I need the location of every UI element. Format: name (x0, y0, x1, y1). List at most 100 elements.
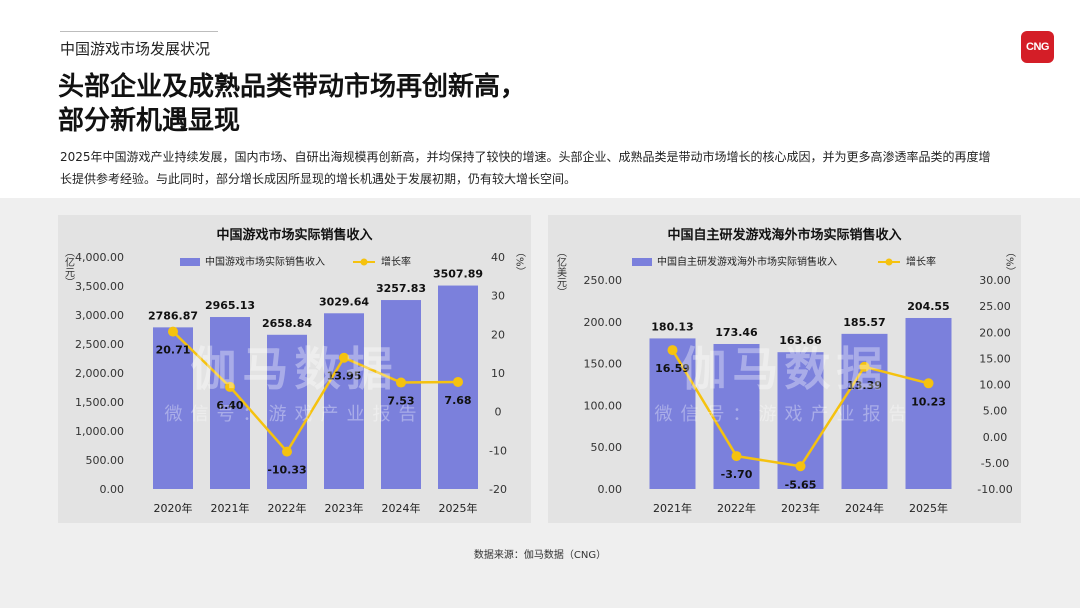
bar-value-label: 2786.87 (148, 309, 198, 322)
watermark-sub: 微信号：游戏产业报告 (655, 404, 915, 425)
x-tick-label: 2024年 (845, 501, 884, 515)
intro-paragraph: 2025年中国游戏产业持续发展，国内市场、自研出海规模再创新高，并均保持了较快的… (60, 146, 1035, 190)
intro-line-2: 长提供参考经验。与此同时，部分增长成因所显现的增长机遇处于发展初期，仍有较大增长… (60, 172, 577, 186)
growth-rate-point (453, 376, 463, 387)
bar-value-label: 3029.64 (319, 295, 369, 308)
bar-value-label: 180.13 (651, 320, 693, 333)
bar-value-label: 2658.84 (262, 317, 312, 330)
growth-rate-point (225, 381, 235, 392)
watermark-sub: 微信号：游戏产业报告 (165, 404, 425, 425)
bar-2021年 (649, 338, 696, 489)
data-source-note: 数据来源：伽马数据（CNG） (473, 550, 607, 561)
bar-value-label: 2965.13 (205, 299, 255, 312)
headline-line-2: 部分新机遇显现 (58, 106, 241, 136)
y2-tick-label: 40 (491, 251, 505, 264)
y-tick-label: 150.00 (584, 358, 623, 371)
growth-rate-point (731, 451, 742, 462)
x-tick-label: 2025年 (909, 501, 948, 515)
growth-rate-label: -5.65 (785, 478, 817, 491)
legend-swatch-bar (180, 258, 200, 266)
bar-value-label: 3257.83 (376, 282, 426, 295)
y2-tick-label: -5.00 (981, 457, 1009, 470)
chart-legend: 中国游戏市场实际销售收入 增长率 (180, 255, 411, 268)
y2-tick-label: 0.00 (983, 431, 1008, 444)
legend-label-bar: 中国游戏市场实际销售收入 (205, 255, 325, 268)
legend-swatch-bar (632, 258, 652, 266)
bar-value-label: 204.55 (907, 300, 949, 313)
y2-tick-label: 0 (495, 406, 502, 419)
growth-rate-label: 20.71 (156, 344, 191, 357)
chart-legend: 中国自主研发游戏海外市场实际销售收入 增长率 (632, 255, 936, 268)
legend-label-line: 增长率 (381, 255, 411, 268)
growth-rate-label: -3.70 (721, 468, 753, 481)
growth-rate-point (168, 326, 178, 337)
header-rule (60, 31, 218, 32)
bar-2022年 (713, 343, 760, 489)
page-headline: 头部企业及成熟品类带动市场再创新高， 部分新机遇显现 (58, 70, 526, 138)
bar-value-label: 185.57 (843, 316, 885, 329)
y-tick-label: 3,500.00 (75, 280, 124, 293)
y2-tick-label: 5.00 (983, 405, 1008, 418)
y-tick-label: 0.00 (598, 483, 623, 496)
x-tick-label: 2023年 (781, 501, 820, 515)
growth-rate-point (795, 461, 806, 472)
chart-title: 中国游戏市场实际销售收入 (216, 227, 372, 243)
y2-axis-title: （%） (1004, 247, 1016, 277)
y2-tick-label: 15.00 (979, 352, 1011, 365)
y2-tick-label: 10 (491, 367, 505, 380)
legend-label-line: 增长率 (906, 255, 936, 268)
y-tick-label: 100.00 (584, 399, 623, 412)
cng-logo: CNG (1021, 31, 1054, 63)
legend-marker-line (360, 258, 368, 266)
y2-tick-label: 20 (491, 328, 505, 341)
y2-tick-label: 10.00 (979, 379, 1011, 392)
growth-rate-label: 13.39 (847, 379, 882, 392)
y2-tick-label: -20 (489, 483, 507, 496)
y-tick-label: 0.00 (100, 483, 125, 496)
y2-tick-label: 30 (491, 290, 505, 303)
y2-tick-label: -10 (489, 444, 507, 457)
y-tick-label: 1,500.00 (75, 396, 124, 409)
bar-2025年 (905, 317, 952, 489)
watermark-main: 伽马数据 (191, 342, 399, 396)
growth-rate-point (923, 378, 934, 389)
y-tick-label: 3,000.00 (75, 309, 124, 322)
x-tick-label: 2021年 (653, 501, 692, 515)
bar-2025年 (438, 285, 478, 489)
growth-rate-point (282, 446, 292, 457)
growth-rate-label: 16.59 (655, 362, 690, 375)
section-label: 中国游戏市场发展状况 (60, 40, 211, 58)
y-tick-label: 500.00 (86, 454, 125, 467)
x-tick-label: 2023年 (325, 501, 364, 515)
y-tick-label: 2,000.00 (75, 367, 124, 380)
y2-tick-label: 30.00 (979, 274, 1011, 287)
y-axis-title: （亿美元） (555, 247, 567, 297)
growth-rate-point (859, 361, 870, 372)
y2-tick-label: -10.00 (977, 483, 1012, 496)
growth-rate-line (172, 330, 459, 454)
y-axis-title: （亿元） (63, 247, 75, 287)
growth-rate-label: -10.33 (267, 464, 306, 477)
legend-marker-line (885, 258, 893, 266)
chart-panel-overseas: 中国自主研发游戏海外市场实际销售收入 中国自主研发游戏海外市场实际销售收入 增长率（… (548, 215, 1021, 523)
x-tick-label: 2024年 (382, 501, 421, 515)
y2-axis-title: （%） (514, 247, 526, 277)
chart-panel-domestic: 中国游戏市场实际销售收入 中国游戏市场实际销售收入 增长率 （亿元） （%） 0.00 50… (58, 215, 531, 523)
bar-value-label: 173.46 (715, 326, 758, 339)
bar-2020年 (153, 327, 193, 489)
growth-rate-point (339, 352, 349, 363)
growth-rate-point (396, 377, 406, 388)
y2-tick-label: 20.00 (979, 326, 1011, 339)
growth-rate-label: 7.68 (444, 394, 471, 407)
growth-rate-point (667, 345, 678, 356)
y2-tick-label: 25.00 (979, 300, 1011, 313)
bar-2022年 (267, 334, 307, 489)
growth-rate-label: 7.53 (387, 395, 414, 408)
x-tick-label: 2025年 (439, 501, 478, 515)
growth-rate-label: 13.95 (327, 370, 362, 383)
bar-value-label: 163.66 (779, 334, 822, 347)
y-tick-label: 50.00 (591, 441, 623, 454)
x-tick-label: 2022年 (717, 501, 756, 515)
